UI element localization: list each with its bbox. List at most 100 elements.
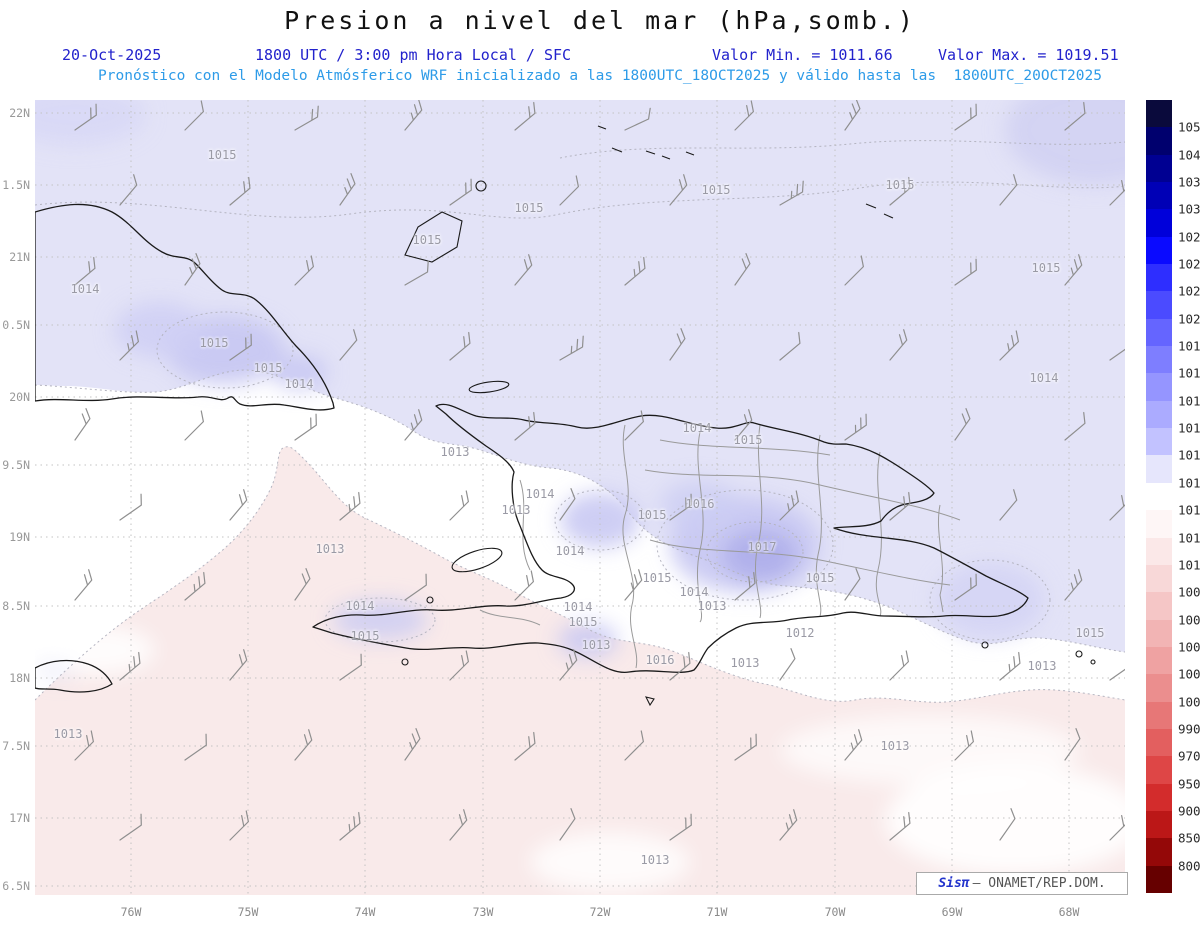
turks-caicos-islets <box>597 125 894 219</box>
wind-barb <box>339 491 361 521</box>
lat-tick-label: 9.5N <box>2 458 30 472</box>
lat-tick-label: 1.5N <box>2 178 30 192</box>
wind-barb <box>559 175 579 206</box>
colorbar-tick-label: 990 <box>1178 721 1200 737</box>
colorbar-cell <box>1146 619 1172 647</box>
colorbar-cell <box>1146 865 1172 893</box>
colorbar-cell <box>1146 100 1172 128</box>
shading-north-1015 <box>35 100 1125 652</box>
wind-barb <box>669 174 688 206</box>
wind-barb <box>734 253 751 286</box>
wind-barb <box>449 650 469 681</box>
colorbar-cell <box>1146 564 1172 593</box>
colorbar-cell <box>1146 209 1172 237</box>
colorbar-tick-label: 1000 <box>1178 694 1200 710</box>
wind-barb <box>404 573 427 601</box>
colorbar-tick-label: 1016 <box>1178 420 1200 436</box>
wind-barb <box>954 730 974 761</box>
wind-barb <box>844 255 864 286</box>
wind-barb <box>889 329 908 361</box>
colorbar-cell <box>1146 701 1172 729</box>
valid-time-label: 1800 UTC / 3:00 pm Hora Local / SFC <box>255 46 572 64</box>
colorbar-tick-label: 1017 <box>1178 393 1200 409</box>
value-min-label: Valor Min. = 1011.66 <box>712 46 893 64</box>
colorbar-tick-label: 1040 <box>1178 147 1200 163</box>
lon-tick-label: 68W <box>1058 905 1080 919</box>
wind-barb <box>1109 490 1125 521</box>
wind-barb <box>404 260 429 286</box>
colorbar-cell <box>1146 291 1172 319</box>
wind-barb <box>339 811 361 841</box>
lat-tick-label: 22N <box>9 106 30 120</box>
pressure-contours <box>35 140 1125 703</box>
gonave-island <box>451 547 503 573</box>
contour-value-label: 1015 <box>568 615 598 629</box>
lon-tick-label: 74W <box>354 905 376 919</box>
contour-value-label: 1013 <box>440 445 470 459</box>
lon-tick-label: 69W <box>941 905 963 919</box>
colorbar-tick-label: 1014 <box>1178 475 1200 491</box>
colorbar-tick-label: 1030 <box>1178 201 1200 217</box>
contour-value-label: 1014 <box>682 421 712 435</box>
colorbar-tick-label: 1019 <box>1178 338 1200 354</box>
wind-barb <box>889 650 909 681</box>
colorbar-tick-label: 1012 <box>1178 530 1200 546</box>
great-inagua-island <box>404 211 463 263</box>
colorbar-tick-label: 1006 <box>1178 612 1200 628</box>
contour-value-label: 1012 <box>785 626 815 640</box>
colorbar-tick-label: 1002 <box>1178 666 1200 682</box>
lat-tick-label: 18N <box>9 671 30 685</box>
wind-barb <box>954 103 977 131</box>
colorbar-cell <box>1146 510 1172 538</box>
colorbar-tick-label: 1008 <box>1178 584 1200 600</box>
lon-tick-label: 72W <box>589 905 611 919</box>
hispaniola-coastline <box>312 403 1029 673</box>
colorbar-cell <box>1146 318 1172 347</box>
contour-value-label: 1015 <box>885 178 915 192</box>
contour-value-label: 1015 <box>350 629 380 643</box>
lat-tick-label: 21N <box>9 250 30 264</box>
wind-barb <box>779 648 796 681</box>
contour-value-label: 1013 <box>880 739 910 753</box>
wind-barb <box>624 256 646 286</box>
wind-barb <box>184 733 207 761</box>
colorbar-cell <box>1146 646 1172 675</box>
colorbar-cell <box>1146 482 1172 511</box>
forecast-info-label: Pronóstico con el Modelo Atmósferico WRF… <box>98 68 1102 84</box>
wind-barb <box>844 568 861 601</box>
wind-barb <box>1109 810 1125 841</box>
lat-tick-label: 20N <box>9 390 30 404</box>
wind-barb <box>559 488 576 521</box>
colorbar-cell <box>1146 346 1172 374</box>
contour-value-label: 1017 <box>747 540 777 554</box>
lat-tick-label: 19N <box>9 530 30 544</box>
wind-barb <box>734 733 757 761</box>
wind-barb <box>514 101 536 131</box>
coastlines <box>35 125 1096 707</box>
wind-barb <box>669 328 686 361</box>
wind-barb <box>294 105 319 131</box>
lon-tick-label: 75W <box>237 905 259 919</box>
wind-barb <box>184 571 206 601</box>
contour-value-label: 1013 <box>697 599 727 613</box>
colorbar-tick-label: 1035 <box>1178 174 1200 190</box>
wind-barb <box>844 100 861 131</box>
wind-barb <box>339 329 358 361</box>
wind-barb <box>449 809 468 841</box>
wind-barb <box>514 731 536 761</box>
wind-barb <box>559 335 584 361</box>
wind-barb <box>1064 101 1086 131</box>
wind-barb <box>1064 569 1083 601</box>
lat-tick-label: 0.5N <box>2 318 30 332</box>
colorbar-cell <box>1146 537 1172 565</box>
lat-tick-label: 7.5N <box>2 739 30 753</box>
cayemites-islet <box>426 596 434 604</box>
wind-barb <box>779 180 804 206</box>
contour-value-label: 1015 <box>733 433 763 447</box>
chart-subtitle-line1: 20-Oct-2025 1800 UTC / 3:00 pm Hora Loca… <box>0 46 1200 64</box>
wind-barb <box>294 568 311 601</box>
colorbar-tick-label: 800 <box>1178 858 1200 874</box>
wind-barb <box>514 411 536 441</box>
